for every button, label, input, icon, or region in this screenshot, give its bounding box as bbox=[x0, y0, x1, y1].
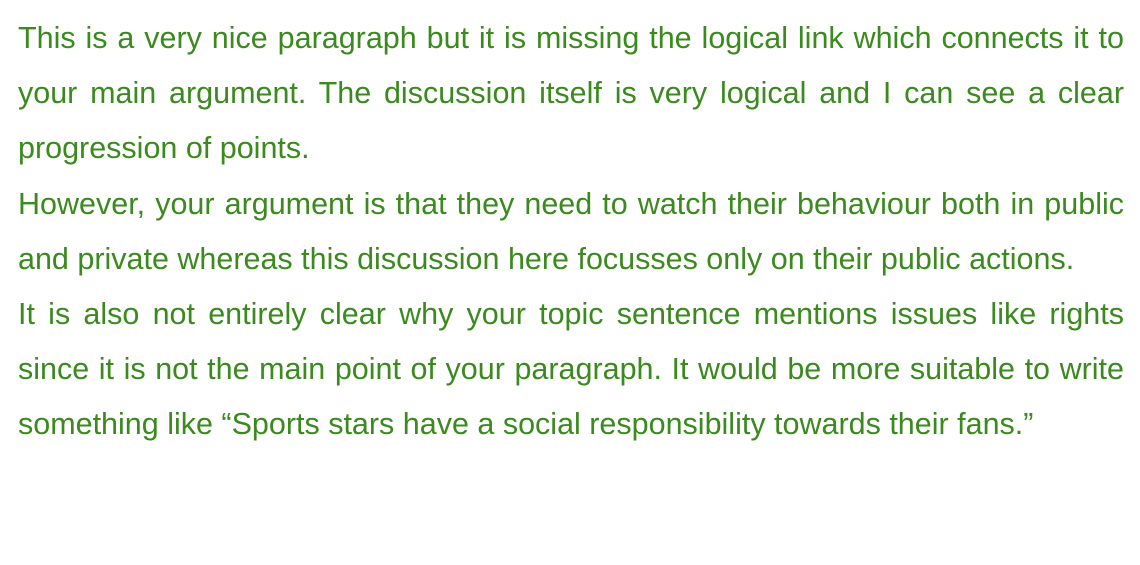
feedback-paragraph-2: However, your argument is that they need… bbox=[18, 186, 1124, 276]
feedback-paragraph-3: It is also not entirely clear why your t… bbox=[18, 297, 1124, 442]
feedback-paragraph-1: This is a very nice paragraph but it is … bbox=[18, 21, 1124, 166]
feedback-comment: This is a very nice paragraph but it is … bbox=[18, 11, 1124, 453]
